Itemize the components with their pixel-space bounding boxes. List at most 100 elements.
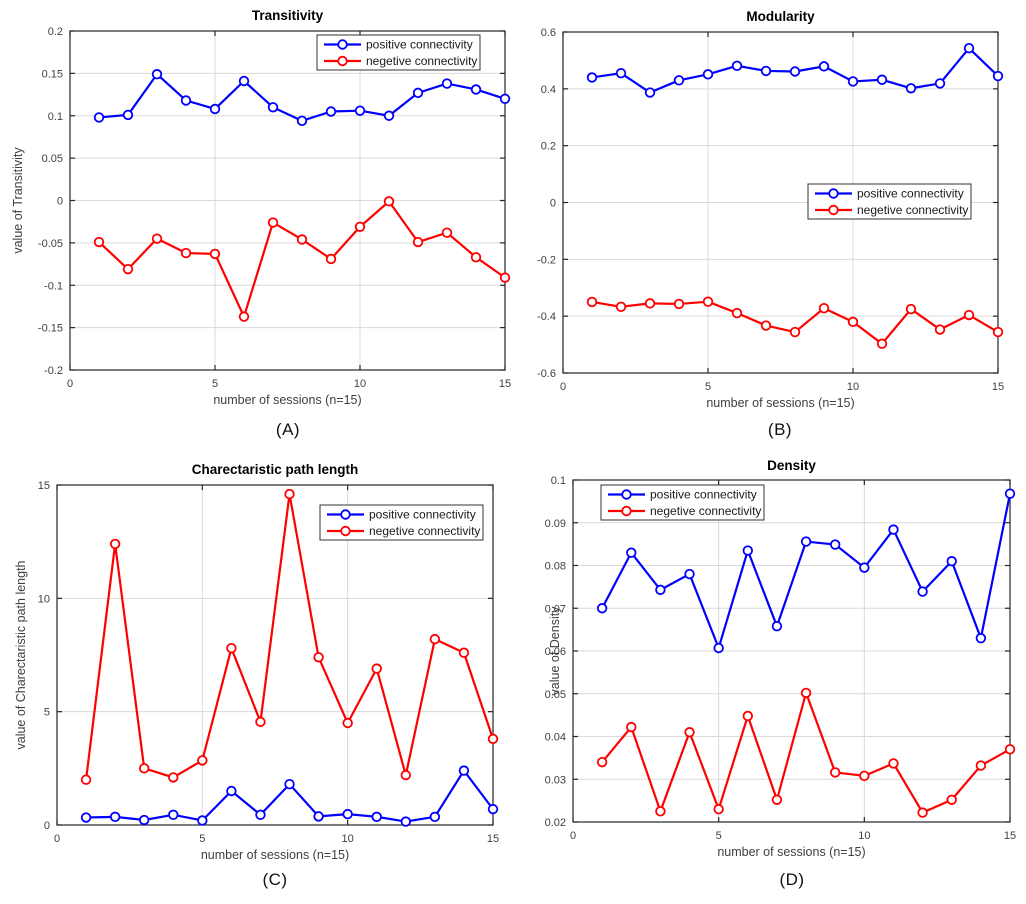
data-point-marker: [325, 106, 337, 117]
data-point-marker: [267, 102, 279, 113]
data-point-marker: [371, 811, 382, 823]
modularity-chart: 0 5 10 15 -0.6 -0.4 -0.2 0 0.2 0.4 0.6 Modularity nu…: [537, 9, 1004, 410]
data-point-marker: [596, 756, 608, 768]
x-tick-label: 10: [858, 830, 870, 842]
density-chart: 0 5 10 15 0.02 0.03 0.04 0.05 0.06 0.07 0.08 0.09 0.…: [545, 458, 1017, 859]
legend-label: positive connectivity: [650, 488, 757, 502]
series-markers-negetive-connectivity: [586, 296, 1004, 349]
chart-title: Density: [767, 458, 816, 473]
data-point-marker: [992, 70, 1004, 82]
data-point-marker: [963, 309, 975, 321]
data-point-marker: [470, 252, 482, 263]
x-axis-label: number of sessions (n=15): [213, 393, 361, 407]
series-line-negetive-connectivity: [98, 200, 506, 318]
data-point-marker: [596, 603, 608, 614]
data-point-marker: [830, 539, 841, 550]
data-point-marker: [325, 253, 337, 265]
data-point-marker: [800, 687, 812, 699]
data-point-marker: [400, 769, 412, 781]
data-point-marker: [859, 562, 870, 573]
data-point-marker: [713, 642, 724, 654]
legend: positive connectivity negetive connectivi…: [319, 504, 484, 541]
y-tick-label: 0.6: [541, 27, 556, 39]
x-tick-label: 10: [342, 833, 354, 845]
x-axis-label: number of sessions (n=15): [717, 845, 865, 859]
data-point-marker: [586, 296, 598, 308]
y-tick-label: 0.15: [42, 68, 63, 80]
data-point-marker: [876, 74, 888, 85]
data-point-marker: [586, 72, 598, 83]
data-point-marker: [684, 568, 695, 580]
data-point-marker: [818, 61, 830, 72]
data-point-marker: [313, 811, 324, 822]
x-tick-label: 5: [716, 830, 722, 842]
legend-marker-sample: [621, 489, 632, 500]
axis-box: [56, 484, 494, 826]
data-point-marker: [168, 809, 179, 821]
data-point-marker: [122, 109, 134, 121]
data-point-marker: [209, 103, 221, 115]
data-point-marker: [487, 803, 499, 815]
legend-marker-sample: [828, 188, 839, 199]
y-tick-label: 0.2: [48, 26, 63, 38]
data-point-marker: [963, 42, 975, 54]
y-tick-label: -0.6: [537, 368, 556, 380]
data-point-marker: [742, 710, 754, 722]
data-point-marker: [284, 779, 295, 790]
data-point-marker: [197, 755, 208, 766]
y-tick-label: 0: [44, 820, 50, 832]
data-point-marker: [818, 303, 830, 314]
x-tick-label: 15: [992, 381, 1004, 393]
data-point-marker: [847, 316, 859, 328]
chart-title: Modularity: [746, 9, 815, 24]
data-point-marker: [209, 248, 221, 260]
legend-marker-sample: [337, 55, 348, 67]
legend-label: positive connectivity: [366, 38, 473, 52]
data-point-marker: [400, 816, 412, 827]
data-point-marker: [731, 307, 743, 319]
legend-label: positive connectivity: [369, 508, 476, 522]
data-point-marker: [354, 221, 366, 232]
y-tick-label: 0.1: [551, 475, 566, 487]
data-point-marker: [771, 794, 783, 805]
chart-panel-transitivity: 0 5 10 15 -0.2 -0.15 -0.1 -0.05 0 0.05 0.1 0.15 0.2 T…: [0, 0, 513, 452]
data-point-marker: [284, 488, 295, 500]
data-point-marker: [109, 811, 121, 823]
x-axis-label: number of sessions (n=15): [201, 848, 349, 862]
data-point-marker: [905, 303, 917, 315]
data-point-marker: [800, 536, 812, 547]
data-point-marker: [975, 760, 987, 771]
data-point-marker: [342, 808, 353, 820]
grid-lines: [572, 479, 1011, 823]
data-point-marker: [226, 785, 237, 797]
data-point-marker: [499, 272, 511, 283]
data-point-marker: [168, 772, 179, 783]
series-line-negetive-connectivity: [601, 691, 1011, 814]
y-tick-label: -0.05: [38, 238, 63, 250]
data-point-marker: [655, 584, 666, 596]
y-tick-label: 0.08: [545, 561, 566, 573]
data-point-marker: [673, 298, 685, 310]
y-tick-label: 0.4: [541, 84, 556, 96]
x-tick-label: 5: [199, 833, 205, 845]
chart-panel-density: 0 5 10 15 0.02 0.03 0.04 0.05 0.06 0.07 0.08 0.09 0.…: [513, 452, 1026, 904]
data-point-marker: [946, 794, 957, 805]
data-point-marker: [934, 78, 946, 89]
data-point-marker: [615, 301, 627, 312]
y-tick-label: 0.2: [541, 141, 556, 153]
data-point-marker: [905, 83, 917, 94]
path-length-chart: 0 5 10 15 0 5 10 15 Charectaristic path length nu…: [14, 462, 499, 862]
data-point-marker: [458, 647, 470, 658]
y-axis-label: value of Density: [548, 606, 562, 696]
data-point-marker: [109, 538, 121, 550]
data-point-marker: [226, 642, 237, 654]
data-point-marker: [151, 233, 163, 244]
legend: positive connectivity negetive connectivi…: [600, 484, 765, 521]
data-point-marker: [354, 105, 366, 116]
y-tick-label: 0: [57, 196, 63, 208]
series-markers-positive-connectivity: [80, 765, 499, 827]
data-point-marker: [313, 652, 324, 663]
data-point-marker: [917, 807, 928, 818]
x-tick-label: 5: [212, 378, 218, 390]
